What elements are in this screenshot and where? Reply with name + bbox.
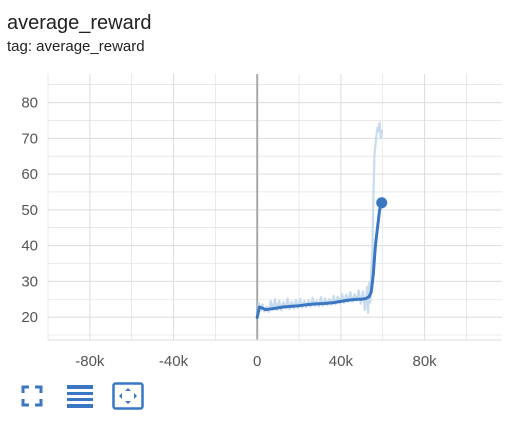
- last-value-marker[interactable]: [376, 197, 388, 209]
- lines-icon: [67, 385, 93, 408]
- y-tick-label: 40: [21, 238, 38, 255]
- y-tick-label: 30: [21, 273, 38, 290]
- chart-toolbar: [16, 381, 144, 411]
- line-chart[interactable]: 20 30 40 50 60 70 80 -80k -40k 0 40k 80k: [0, 0, 516, 380]
- chart-tag: tag: average_reward: [7, 38, 145, 55]
- chart-title: average_reward: [7, 12, 152, 34]
- raw-series-layer: [256, 121, 383, 320]
- smoothed-series-line: [255, 201, 384, 319]
- tick-labels: 20 30 40 50 60 70 80 -80k -40k 0 40k 80k: [21, 95, 437, 370]
- x-tick-label: 40k: [329, 353, 354, 370]
- y-tick-label: 50: [21, 202, 38, 219]
- y-tick-label: 20: [21, 309, 38, 326]
- y-tick-label: 60: [21, 166, 38, 183]
- fit-domain-button[interactable]: [112, 381, 144, 411]
- y-tick-label: 80: [21, 95, 38, 112]
- fit-domain-icon: [112, 382, 144, 410]
- smoothed-series-layer: [255, 197, 388, 319]
- y-tick-label: 70: [21, 130, 38, 147]
- toggle-log-scale-button[interactable]: [64, 381, 96, 411]
- x-tick-label: 0: [253, 353, 261, 370]
- x-tick-label: 80k: [412, 353, 437, 370]
- x-tick-label: -40k: [159, 353, 189, 370]
- fullscreen-button[interactable]: [16, 381, 48, 411]
- fullscreen-icon: [21, 385, 43, 407]
- raw-series-line: [256, 121, 383, 320]
- x-tick-label: -80k: [75, 353, 105, 370]
